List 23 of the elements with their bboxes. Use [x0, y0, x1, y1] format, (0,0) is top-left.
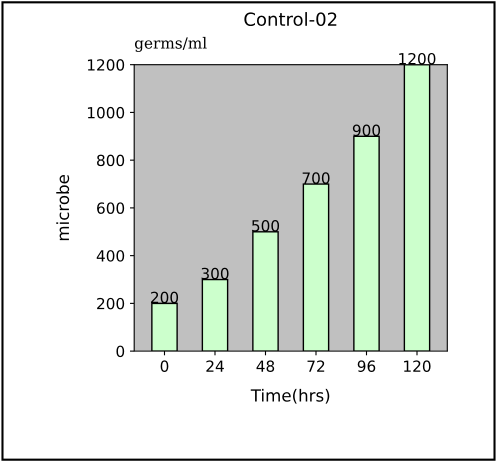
x-tick-label: 72: [308, 360, 324, 372]
y-tick-label: 800: [97, 154, 124, 166]
y-tick-label: 0: [116, 346, 124, 358]
data-label: 300: [202, 268, 229, 280]
x-tick-label: 120: [404, 360, 431, 372]
data-label: 900: [352, 124, 380, 136]
x-tick-label: 0: [160, 360, 168, 372]
y-tick-label: 1200: [88, 59, 124, 71]
y-axis-title: microbe: [56, 175, 70, 240]
x-tick-label: 96: [358, 360, 376, 372]
chart-title: Control-02: [244, 12, 336, 26]
data-label: 500: [252, 220, 280, 232]
x-tick-label: 24: [206, 360, 224, 372]
y-tick-label: 200: [97, 298, 124, 310]
data-label: 200: [151, 292, 178, 304]
x-tick-label: 48: [256, 360, 274, 372]
data-label: 1200: [399, 52, 436, 64]
y-tick-label: 600: [97, 202, 124, 214]
data-label: 700: [302, 172, 330, 184]
text: germs/ml: [134, 36, 207, 52]
y-tick-label: 1000: [88, 106, 124, 118]
x-axis-title: Time(hrs): [250, 388, 330, 404]
y-tick-label: 400: [96, 250, 124, 262]
